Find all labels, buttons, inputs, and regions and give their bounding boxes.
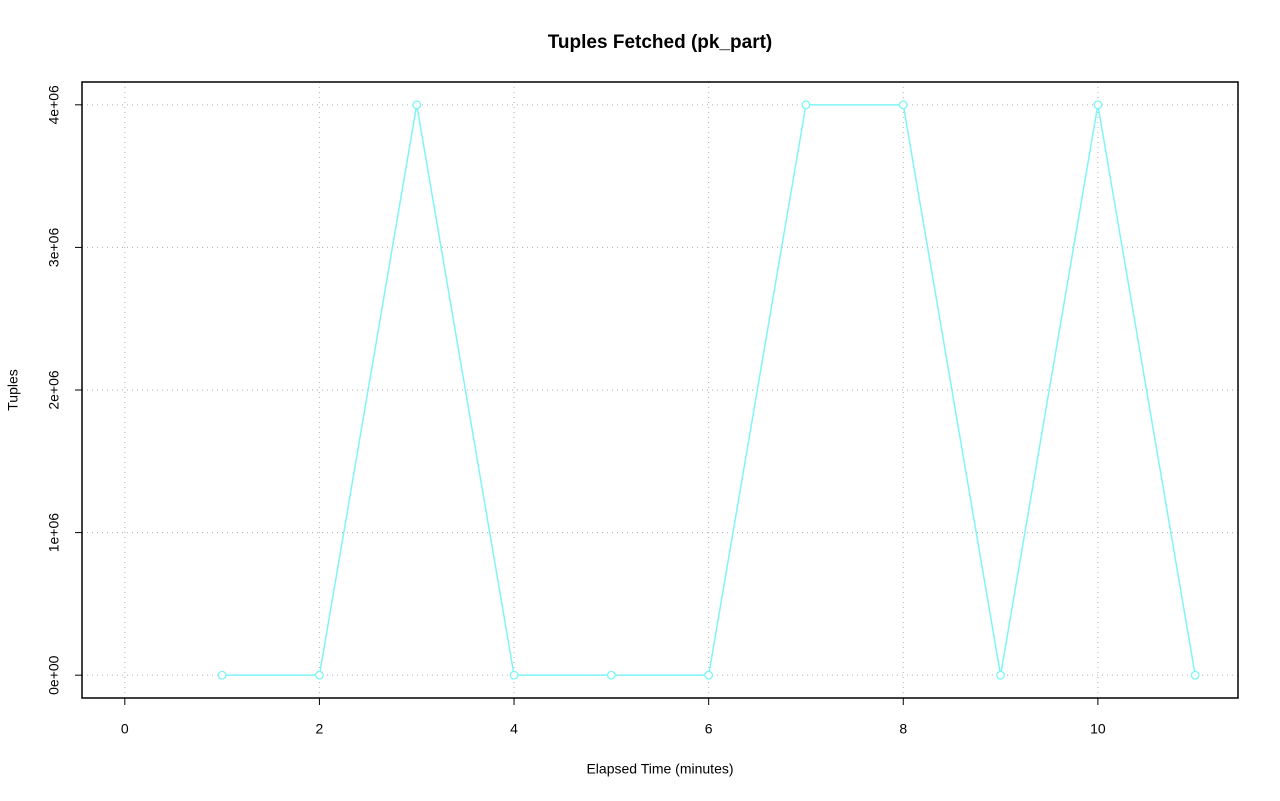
data-point (1093, 100, 1103, 110)
chart-title: Tuples Fetched (pk_part) (548, 32, 773, 53)
data-point (801, 100, 811, 110)
y-tick-label: 3e+06 (46, 228, 62, 268)
plot-frame (81, 81, 1239, 699)
y-tick-label: 0e+00 (46, 655, 62, 695)
data-point (704, 670, 714, 680)
data-point (509, 670, 519, 680)
x-tick-label: 0 (121, 721, 129, 737)
x-tick-label: 4 (510, 721, 518, 737)
y-tick-label: 2e+06 (46, 370, 62, 410)
x-tick-label: 2 (316, 721, 324, 737)
data-point (996, 670, 1006, 680)
y-axis-title: Tuples (5, 369, 21, 411)
x-axis-title: Elapsed Time (minutes) (586, 761, 733, 777)
data-point (1190, 670, 1200, 680)
data-point (412, 100, 422, 110)
x-tick-label: 10 (1090, 721, 1106, 737)
y-tick-label: 4e+06 (46, 85, 62, 125)
x-tick-label: 8 (899, 721, 907, 737)
series-line (222, 104, 1196, 676)
x-tick-label: 6 (705, 721, 713, 737)
data-point (606, 670, 616, 680)
data-point (898, 100, 908, 110)
data-point (217, 670, 227, 680)
data-point (314, 670, 324, 680)
y-tick-label: 1e+06 (46, 513, 62, 553)
